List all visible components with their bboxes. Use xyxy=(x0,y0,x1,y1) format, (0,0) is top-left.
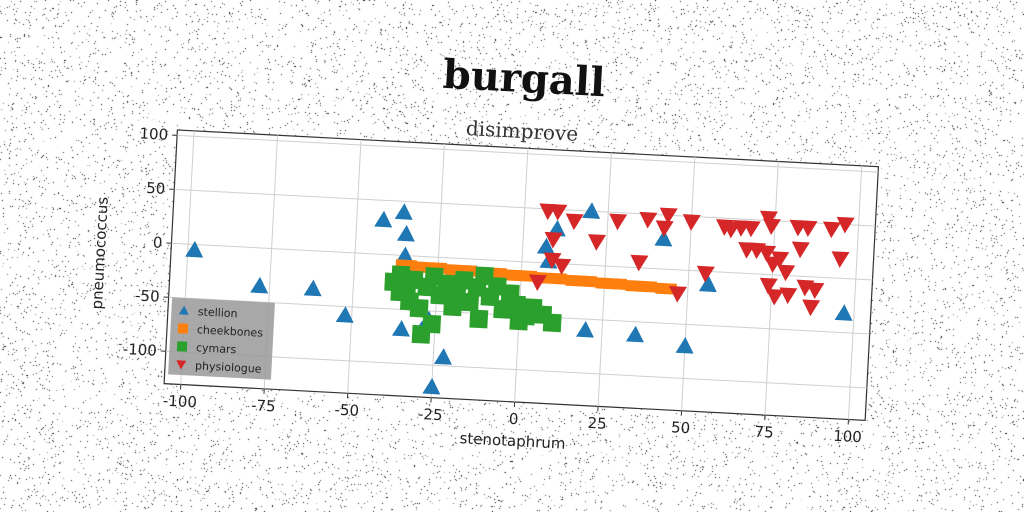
x-tick-label: -100 xyxy=(162,392,197,412)
x-axis-label: stenotaphrum xyxy=(459,429,566,453)
point-cheekbones xyxy=(545,273,557,285)
point-cheekbones xyxy=(575,275,587,287)
point-cheekbones xyxy=(445,264,457,276)
point-cymars xyxy=(412,325,431,344)
point-cheekbones xyxy=(605,278,617,290)
point-cheekbones xyxy=(615,278,627,290)
x-tick-label: -75 xyxy=(251,396,276,415)
chart-subtitle: disimprove xyxy=(465,116,578,146)
point-cymars xyxy=(469,309,488,328)
point-cymars xyxy=(543,313,562,332)
y-tick-label: 100 xyxy=(139,124,169,143)
y-tick-label: -100 xyxy=(122,340,157,360)
point-cheekbones xyxy=(595,277,607,289)
point-cheekbones xyxy=(655,283,667,295)
point-cheekbones xyxy=(635,281,647,293)
x-tick-label: 0 xyxy=(508,410,518,428)
point-cheekbones xyxy=(565,275,577,287)
point-cheekbones xyxy=(505,269,517,281)
legend: stellion cheekbones cymars physiologue xyxy=(169,298,275,379)
y-tick-label: 0 xyxy=(152,233,162,251)
point-cheekbones xyxy=(585,276,597,288)
x-tick-label: -50 xyxy=(334,401,359,420)
legend-marker-cymars xyxy=(177,341,188,352)
point-cheekbones xyxy=(515,270,527,282)
legend-label-stellion: stellion xyxy=(198,305,238,320)
x-tick-label: 50 xyxy=(671,418,691,437)
chart-title: burgall xyxy=(442,51,607,106)
plot-area: -100 -75 -50 -25 0 25 50 75 100 100 50 0 -50 -100 st… xyxy=(82,122,879,468)
x-tick-label: -25 xyxy=(418,405,443,424)
x-tick-label: 25 xyxy=(587,414,607,433)
x-tick-label: 100 xyxy=(833,427,863,446)
point-cheekbones xyxy=(645,281,657,293)
y-tick-label: 50 xyxy=(146,179,166,198)
y-tick-label: -50 xyxy=(135,287,160,306)
legend-label-cymars: cymars xyxy=(196,341,237,356)
point-cymars xyxy=(443,297,462,316)
point-cymars xyxy=(390,283,409,302)
point-cheekbones xyxy=(555,273,567,285)
legend-marker-cheekbones xyxy=(178,323,189,334)
x-tick-label: 75 xyxy=(754,423,774,442)
point-cheekbones xyxy=(625,280,637,292)
y-axis-label: pneumococcus xyxy=(88,196,112,310)
